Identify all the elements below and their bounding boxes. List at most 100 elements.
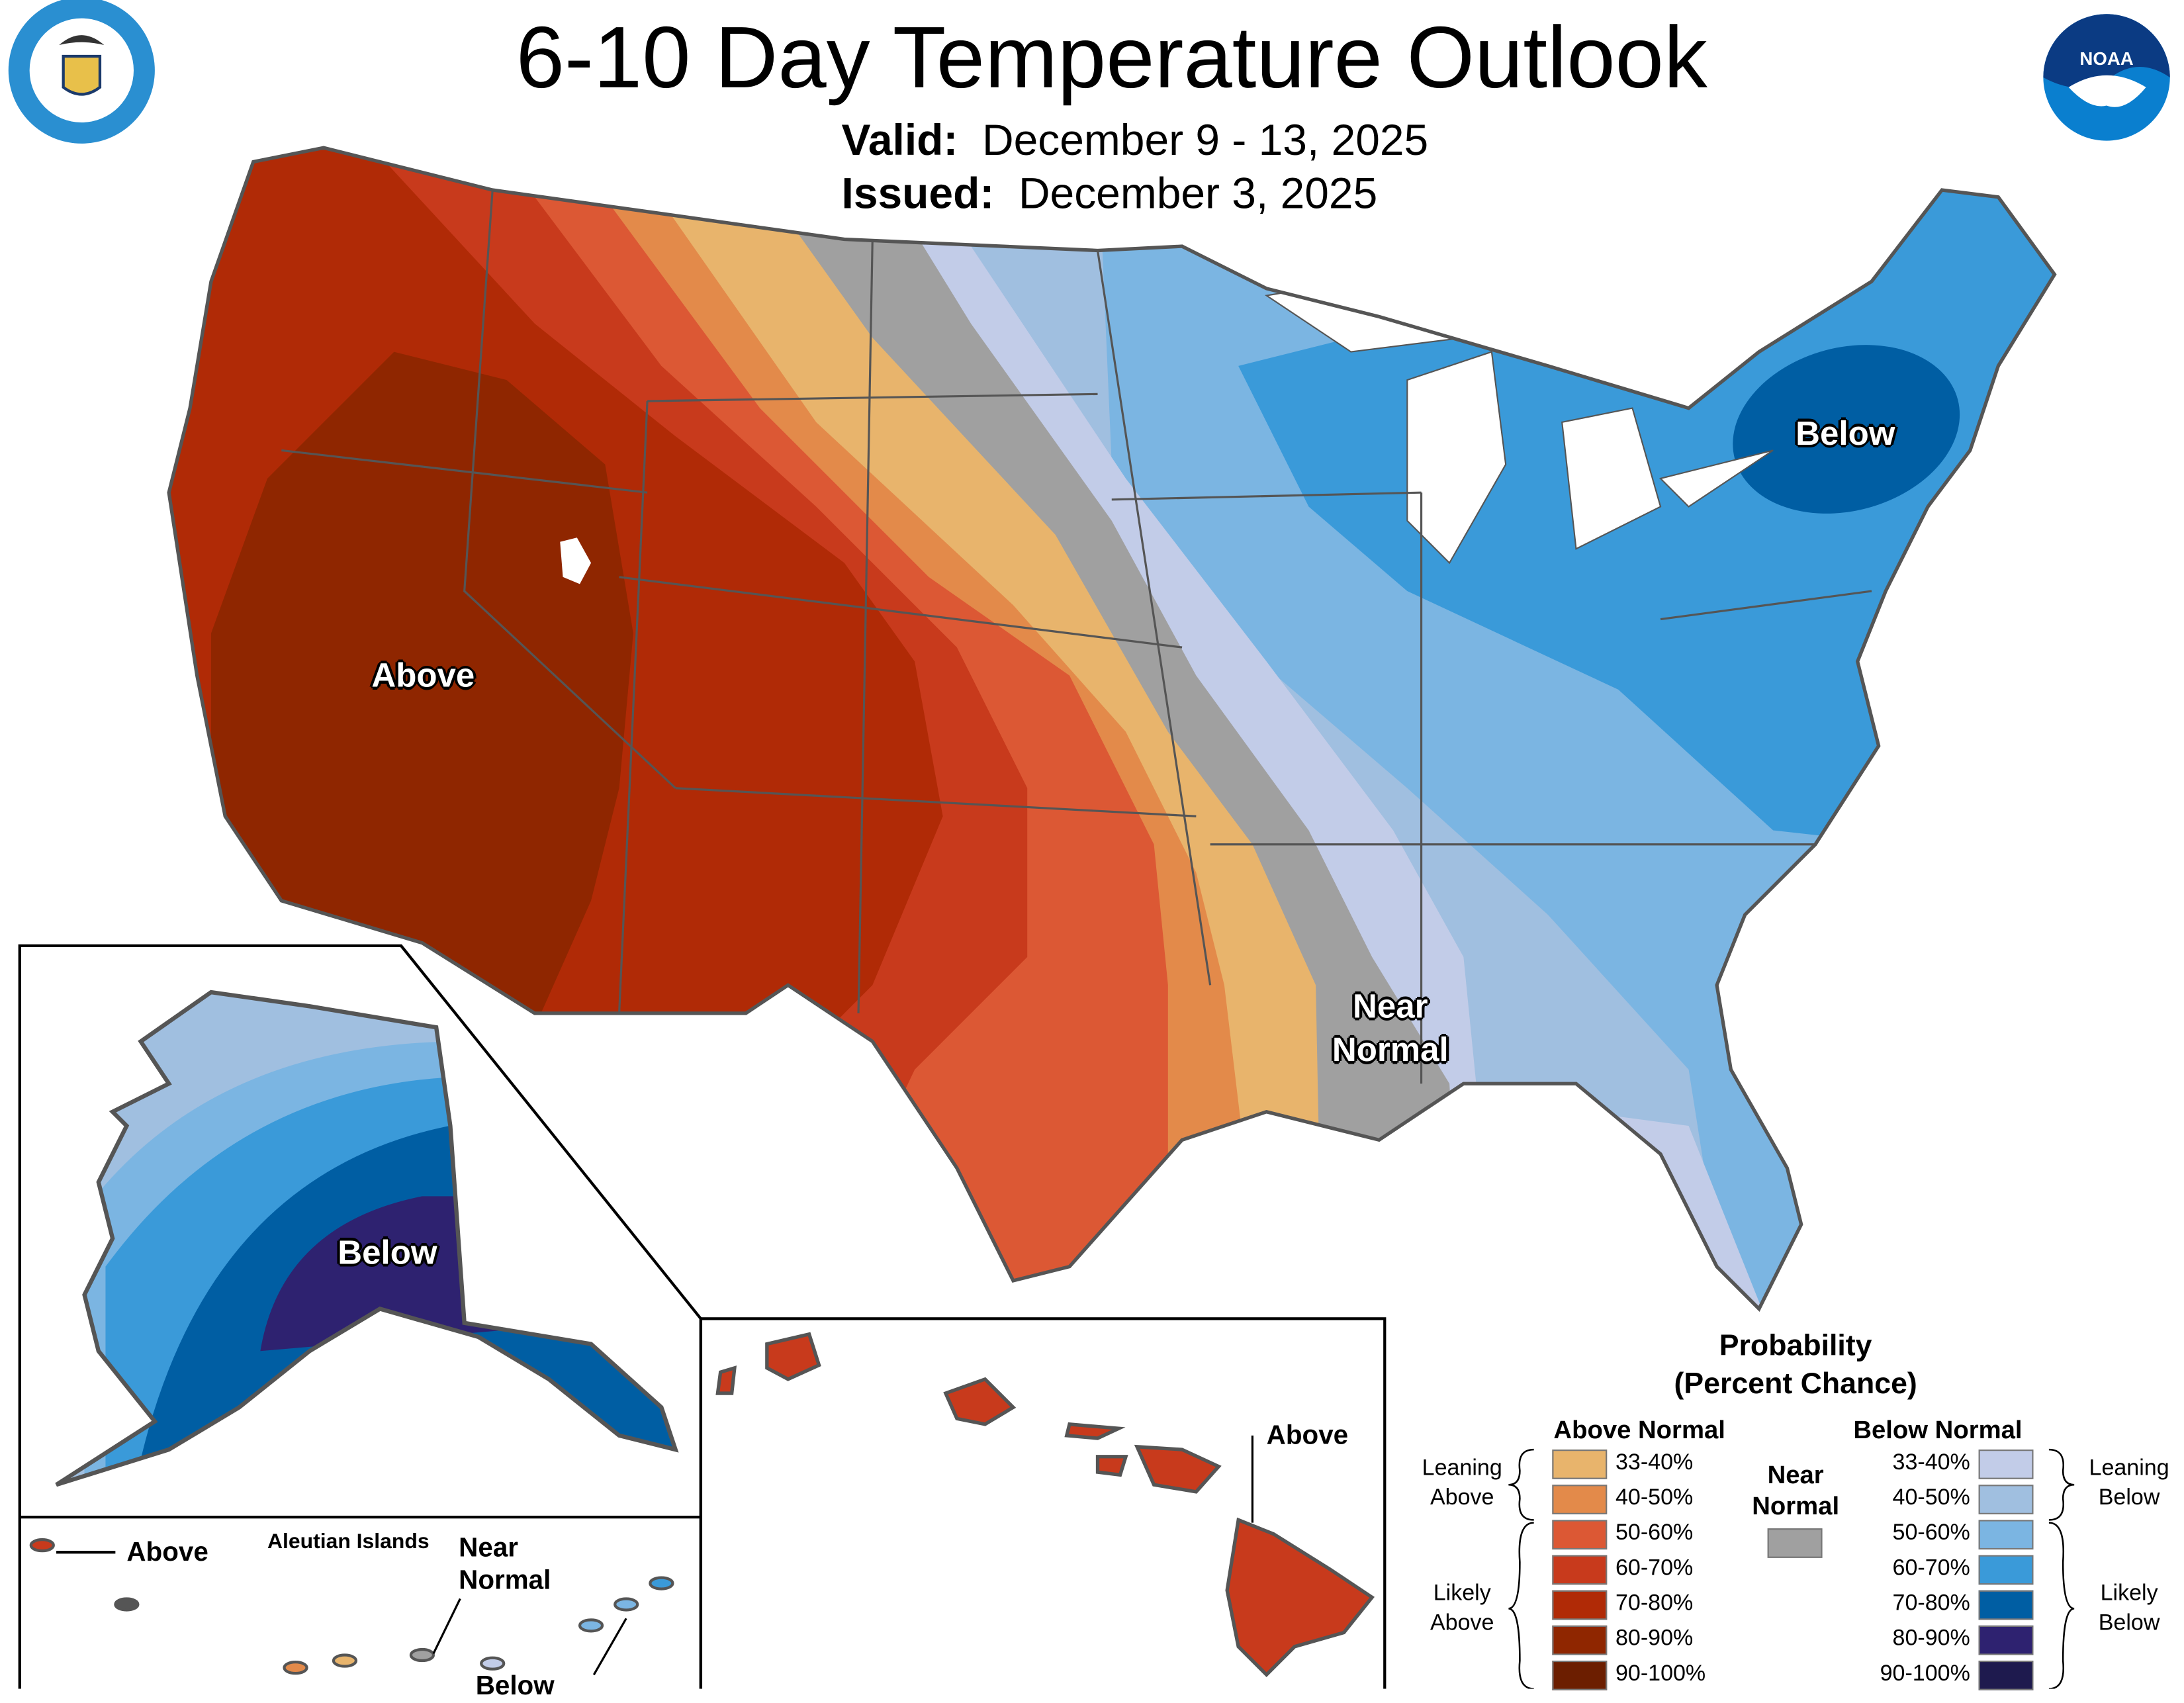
aleutian-island bbox=[578, 1618, 604, 1633]
legend-below-range: 50-60% bbox=[1892, 1521, 1970, 1545]
legend-leaning-above: Leaning Above bbox=[1413, 1453, 1512, 1512]
legend-above-range: 40-50% bbox=[1615, 1486, 1694, 1510]
aleutian-near-line1: Near bbox=[459, 1534, 519, 1564]
band-above-80-90 bbox=[210, 351, 633, 1028]
likely-below-line2: Below bbox=[2098, 1611, 2160, 1635]
state-boundary bbox=[463, 189, 676, 789]
legend-near-line2: Normal bbox=[1752, 1491, 1840, 1520]
state-boundary bbox=[647, 392, 1098, 402]
hawaii-island bbox=[715, 1365, 737, 1395]
legend-likely-below: Likely Below bbox=[2080, 1579, 2179, 1638]
state-boundary bbox=[281, 449, 648, 494]
legend-swatch-above-2 bbox=[1552, 1520, 1608, 1550]
legend-above-range: 70-80% bbox=[1615, 1591, 1694, 1616]
aleutian-above-label: Above bbox=[126, 1538, 208, 1568]
legend-swatch-above-3 bbox=[1552, 1555, 1608, 1585]
valid-dates: Valid: December 9 - 13, 2025 bbox=[842, 115, 1429, 166]
noaa-logo-text: NOAA bbox=[2079, 48, 2133, 69]
noaa-logo-icon: NOAA bbox=[2043, 14, 2170, 141]
hawaii-island bbox=[1134, 1444, 1222, 1494]
legend-swatch-above-4 bbox=[1552, 1590, 1608, 1620]
aleutian-title: Aleutian Islands bbox=[267, 1530, 430, 1554]
great-lake bbox=[1406, 351, 1507, 565]
legend-likely-above: Likely Above bbox=[1413, 1579, 1512, 1638]
issued-label: Issued: bbox=[841, 169, 995, 218]
aleutian-island bbox=[114, 1597, 140, 1612]
legend-swatch-near-normal bbox=[1767, 1528, 1823, 1558]
legend-title-line1: Probability bbox=[1719, 1330, 1872, 1363]
conus-near-normal-label: Near Normal bbox=[1320, 985, 1461, 1072]
hawaii-island bbox=[1064, 1422, 1126, 1440]
leaning-below-line1: Leaning bbox=[2089, 1456, 2169, 1481]
brace-likely-below bbox=[2048, 1522, 2075, 1689]
alaska-outline bbox=[55, 990, 679, 1487]
leaning-below-line2: Below bbox=[2098, 1486, 2160, 1510]
legend-above-header: Above Normal bbox=[1553, 1416, 1725, 1444]
brace-likely-above bbox=[1508, 1522, 1534, 1689]
legend-above-range: 60-70% bbox=[1615, 1556, 1694, 1581]
likely-above-line1: Likely bbox=[1433, 1581, 1491, 1606]
legend-below-range: 90-100% bbox=[1880, 1662, 1970, 1686]
hawaii-above-label: Above bbox=[1266, 1421, 1349, 1451]
leaning-above-line2: Above bbox=[1430, 1486, 1494, 1510]
aleutian-below-label: Below bbox=[475, 1672, 555, 1702]
valid-label: Valid: bbox=[841, 115, 958, 165]
legend-swatch-above-6 bbox=[1552, 1661, 1608, 1690]
hawaii-island bbox=[1225, 1517, 1375, 1678]
hawaii-island bbox=[1095, 1455, 1128, 1477]
issued-date: Issued: December 3, 2025 bbox=[842, 169, 1378, 220]
legend-swatch-below-0 bbox=[1978, 1450, 2034, 1479]
aleutian-below-pointer bbox=[592, 1618, 627, 1676]
state-boundary bbox=[617, 400, 649, 1014]
aleutian-island bbox=[332, 1653, 358, 1668]
legend-swatch-above-5 bbox=[1552, 1625, 1608, 1655]
aleutian-island bbox=[409, 1647, 435, 1663]
legend-swatch-below-6 bbox=[1978, 1661, 2034, 1690]
aleutian-near-line2: Normal bbox=[459, 1566, 551, 1596]
legend-above-range: 80-90% bbox=[1615, 1627, 1694, 1651]
great-salt-lake bbox=[560, 537, 592, 584]
aleutian-island bbox=[283, 1661, 308, 1675]
page-title: 6-10 Day Temperature Outlook bbox=[516, 9, 1707, 107]
valid-value: December 9 - 13, 2025 bbox=[982, 115, 1429, 165]
state-boundary bbox=[619, 576, 1183, 649]
leaning-above-line1: Leaning bbox=[1422, 1456, 1502, 1481]
hawaii-island bbox=[943, 1377, 1017, 1426]
brace-leaning-below bbox=[2048, 1448, 2075, 1521]
legend-above-range: 33-40% bbox=[1615, 1451, 1694, 1475]
brace-leaning-above bbox=[1508, 1448, 1534, 1521]
aleutian-near-normal-label: Near Normal bbox=[459, 1533, 551, 1598]
legend-below-range: 40-50% bbox=[1892, 1486, 1970, 1510]
conus-below-label: Below bbox=[1796, 415, 1895, 453]
legend-swatch-below-1 bbox=[1978, 1485, 2034, 1514]
near-label-line2: Normal bbox=[1332, 1031, 1449, 1070]
legend-below-range: 70-80% bbox=[1892, 1591, 1970, 1616]
legend-title-line2: (Percent Chance) bbox=[1674, 1367, 1917, 1401]
legend-above-range: 50-60% bbox=[1615, 1521, 1694, 1545]
legend-near-line1: Near bbox=[1767, 1461, 1824, 1489]
aleutian-island bbox=[29, 1538, 55, 1553]
legend-above-range: 90-100% bbox=[1615, 1662, 1706, 1686]
great-lake bbox=[1659, 449, 1774, 508]
legend-swatch-below-4 bbox=[1978, 1590, 2034, 1620]
near-label-line1: Near bbox=[1353, 988, 1428, 1027]
state-boundary bbox=[1111, 491, 1422, 501]
aleutian-island bbox=[649, 1576, 674, 1590]
legend-below-header: Below Normal bbox=[1853, 1416, 2023, 1444]
aleutian-near-pointer bbox=[432, 1598, 461, 1655]
inset-frame-hawaii bbox=[699, 1317, 1387, 1689]
conus-outline bbox=[167, 146, 2057, 1312]
state-boundary bbox=[857, 239, 874, 1013]
state-boundary bbox=[1660, 590, 1872, 621]
department-of-commerce-seal-icon bbox=[8, 0, 155, 144]
issued-value: December 3, 2025 bbox=[1018, 169, 1378, 218]
band-below-70-80 bbox=[1733, 345, 1960, 514]
state-boundary bbox=[1096, 250, 1212, 986]
legend-below-range: 33-40% bbox=[1892, 1451, 1970, 1475]
aleutian-island bbox=[614, 1597, 639, 1612]
legend-swatch-above-1 bbox=[1552, 1485, 1608, 1514]
great-lake bbox=[1561, 407, 1662, 550]
likely-above-line2: Above bbox=[1430, 1611, 1494, 1635]
